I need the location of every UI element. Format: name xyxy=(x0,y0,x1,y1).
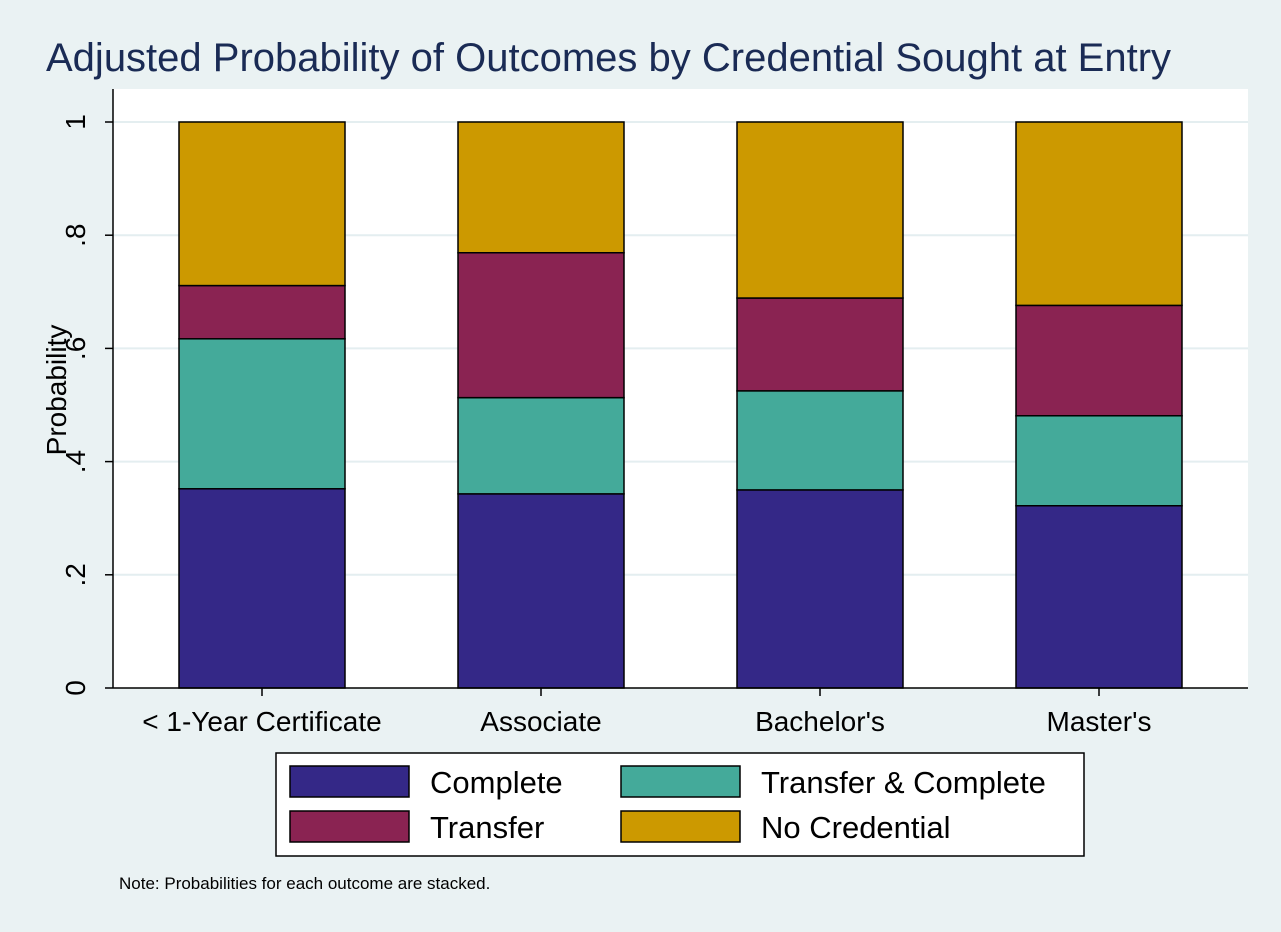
bar-segment xyxy=(178,338,346,490)
y-tick-label: .6 xyxy=(60,337,91,360)
legend-label: No Credential xyxy=(761,810,951,845)
legend: Complete Transfer & Complete Transfer No Cr… xyxy=(275,752,1085,857)
bar-segment xyxy=(457,493,625,689)
bar-segment xyxy=(736,297,904,392)
bar-segment xyxy=(1015,504,1183,689)
y-tick-label: 1 xyxy=(60,114,91,130)
x-tick-label: Associate xyxy=(480,706,601,737)
legend-label: Complete xyxy=(430,765,563,800)
x-tick-label: Master's xyxy=(1047,706,1152,737)
bar-segment xyxy=(1015,415,1183,507)
y-tick-label: .4 xyxy=(60,450,91,473)
y-tick-label: 0 xyxy=(60,680,91,696)
bar-segment xyxy=(1015,121,1183,307)
bars xyxy=(178,121,1183,689)
legend-label: Transfer & Complete xyxy=(761,765,1046,800)
y-ticks: 0 .2 .4 .6 .8 1 xyxy=(60,114,113,696)
bar-segment xyxy=(178,488,346,689)
legend-swatch xyxy=(289,765,410,798)
bar-segment xyxy=(736,390,904,491)
y-tick-label: .8 xyxy=(60,224,91,247)
bar-segment xyxy=(736,489,904,689)
bar-segment xyxy=(736,121,904,299)
chart-title: Adjusted Probability of Outcomes by Cred… xyxy=(46,36,1172,80)
bar-segment xyxy=(178,121,346,287)
bar-segment xyxy=(457,396,625,495)
bar-segment xyxy=(457,121,625,254)
x-tick-label: < 1-Year Certificate xyxy=(142,706,381,737)
x-ticks: < 1-Year Certificate Associate Bachelor's M… xyxy=(142,688,1151,737)
bar-segment xyxy=(457,251,625,399)
chart-note: Note: Probabilities for each outcome are… xyxy=(119,874,491,893)
legend-label: Transfer xyxy=(430,810,544,845)
bar-segment xyxy=(1015,304,1183,417)
x-tick-label: Bachelor's xyxy=(755,706,885,737)
legend-swatch xyxy=(620,765,741,798)
legend-swatch xyxy=(289,810,410,843)
legend-swatch xyxy=(620,810,741,843)
bar-segment xyxy=(178,284,346,340)
y-tick-label: .2 xyxy=(60,563,91,586)
y-axis-label: Probability xyxy=(41,325,72,456)
